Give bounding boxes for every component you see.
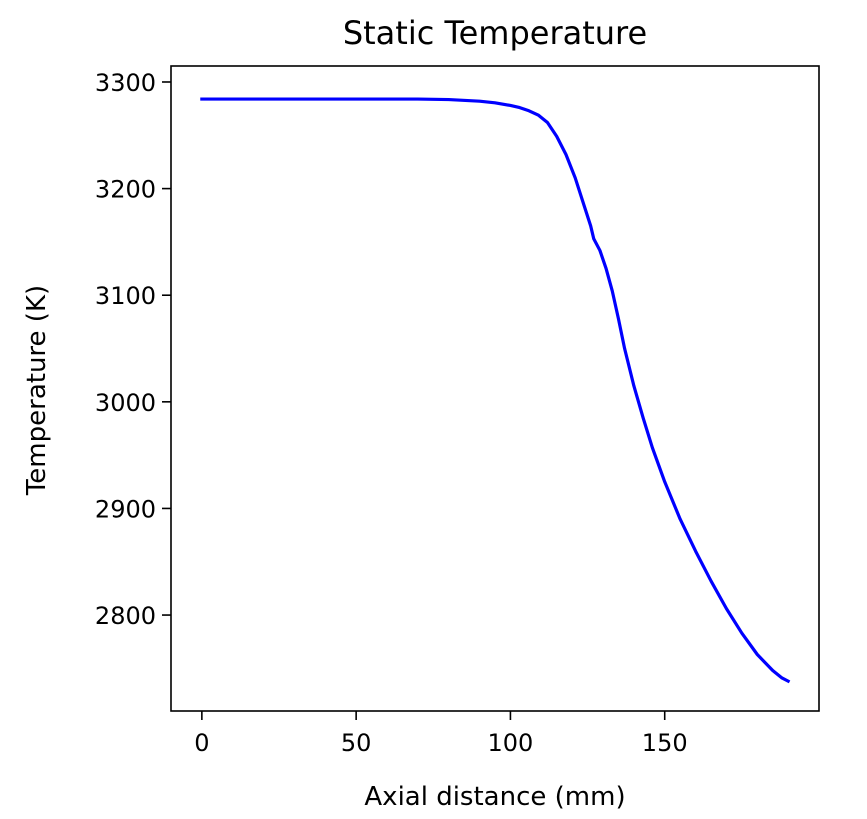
axes-frame xyxy=(170,65,820,712)
y-tick-label: 2900 xyxy=(95,495,156,523)
y-tick-label: 3300 xyxy=(95,69,156,97)
x-tick-label: 0 xyxy=(194,729,209,757)
x-tick-label: 100 xyxy=(488,729,534,757)
y-tick-label: 3100 xyxy=(95,282,156,310)
x-axis-label: Axial distance (mm) xyxy=(364,782,625,812)
y-tick-label: 3200 xyxy=(95,176,156,204)
series-line-0 xyxy=(200,97,791,684)
x-tick-label: 150 xyxy=(642,729,688,757)
y-axis-label: Temperature (K) xyxy=(22,285,52,496)
x-tick-label: 50 xyxy=(341,729,372,757)
plot-area: 0 50 100 150 2800 2900 3000 3100 3200 3300 xyxy=(95,65,820,757)
chart-title: Static Temperature xyxy=(343,14,647,52)
y-tick-label: 2800 xyxy=(95,602,156,630)
y-tick-label: 3000 xyxy=(95,389,156,417)
